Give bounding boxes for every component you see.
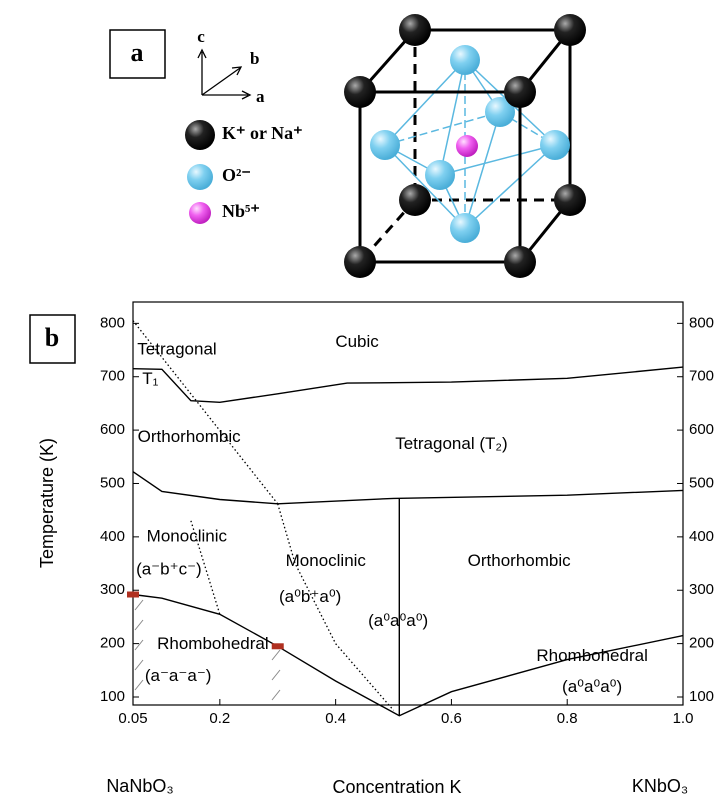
- y-tick-label: 700: [100, 368, 125, 385]
- legend-text: O²⁻: [222, 165, 251, 185]
- y2-tick-label: 200: [689, 635, 714, 652]
- y-tick-label: 800: [100, 314, 125, 331]
- y2-tick-label: 800: [689, 314, 714, 331]
- region-label: (a⁰a⁰a⁰): [368, 611, 428, 630]
- x-tick-label: 0.2: [209, 710, 230, 727]
- region-label: T₁: [142, 369, 158, 388]
- axis-b: b: [250, 49, 259, 68]
- region-label: (a⁰a⁰a⁰): [562, 677, 622, 696]
- y-tick-label: 500: [100, 474, 125, 491]
- region-label: Monoclinic: [147, 526, 228, 545]
- legend-ball: [189, 202, 211, 224]
- y2-tick-label: 600: [689, 421, 714, 438]
- region-label: Cubic: [335, 332, 379, 351]
- x-tick-label: 0.05: [118, 710, 147, 727]
- y2-tick-label: 700: [689, 368, 714, 385]
- legend-ball: [187, 164, 213, 190]
- y-axis-label: Temperature (K): [37, 438, 57, 568]
- region-label: (a⁻b⁺c⁻): [136, 559, 202, 578]
- region-label: Rhombohedral: [157, 634, 269, 653]
- legend-ball: [185, 120, 215, 150]
- region-label: (a⁻a⁻a⁻): [145, 666, 212, 685]
- x-tick-label: 1.0: [673, 710, 694, 727]
- panel-label: b: [45, 323, 59, 352]
- legend-text: Nb⁵⁺: [222, 201, 260, 221]
- x-tick-label: 0.8: [557, 710, 578, 727]
- panel-b: b 100 200 300 400 500 600 700 800 100 200 300 400 500…: [30, 302, 714, 797]
- region-label: Monoclinic: [286, 551, 367, 570]
- region-label: Orthorhombic: [468, 551, 571, 570]
- panel-label: a: [131, 38, 144, 67]
- region-label: Tetragonal (T₂): [395, 434, 507, 453]
- region-label: Tetragonal: [137, 340, 216, 359]
- y-tick-label: 200: [100, 635, 125, 652]
- region-label: (a⁰b⁺a⁰): [279, 587, 341, 606]
- region-label: Orthorhombic: [138, 427, 241, 446]
- y-tick-label: 100: [100, 688, 125, 705]
- y2-tick-label: 100: [689, 688, 714, 705]
- x-end-label: KNbO₃: [632, 776, 688, 796]
- marker: [127, 592, 139, 598]
- x-tick-label: 0.6: [441, 710, 462, 727]
- y2-tick-label: 500: [689, 474, 714, 491]
- x-axis-label: Concentration K: [332, 777, 461, 797]
- y-tick-label: 300: [100, 581, 125, 598]
- legend-text: K⁺ or Na⁺: [222, 123, 303, 143]
- phase-boundary: [133, 472, 683, 504]
- y-tick-label: 600: [100, 421, 125, 438]
- y2-tick-label: 300: [689, 581, 714, 598]
- y2-tick-label: 400: [689, 528, 714, 545]
- phase-boundary: [278, 504, 394, 711]
- x-end-label: NaNbO₃: [106, 776, 173, 796]
- phase-boundary: [133, 367, 683, 402]
- axis-c: c: [197, 27, 205, 46]
- marker: [272, 643, 284, 649]
- x-tick-label: 0.4: [325, 710, 346, 727]
- axes-icon: [198, 50, 250, 99]
- figure: a c b a K⁺ or Na⁺ O²⁻ Nb⁵⁺: [0, 0, 719, 802]
- y-tick-label: 400: [100, 528, 125, 545]
- panel-a: a c b a K⁺ or Na⁺ O²⁻ Nb⁵⁺: [110, 14, 586, 278]
- axis-a: a: [256, 87, 265, 106]
- region-label: Rhombohedral: [536, 646, 648, 665]
